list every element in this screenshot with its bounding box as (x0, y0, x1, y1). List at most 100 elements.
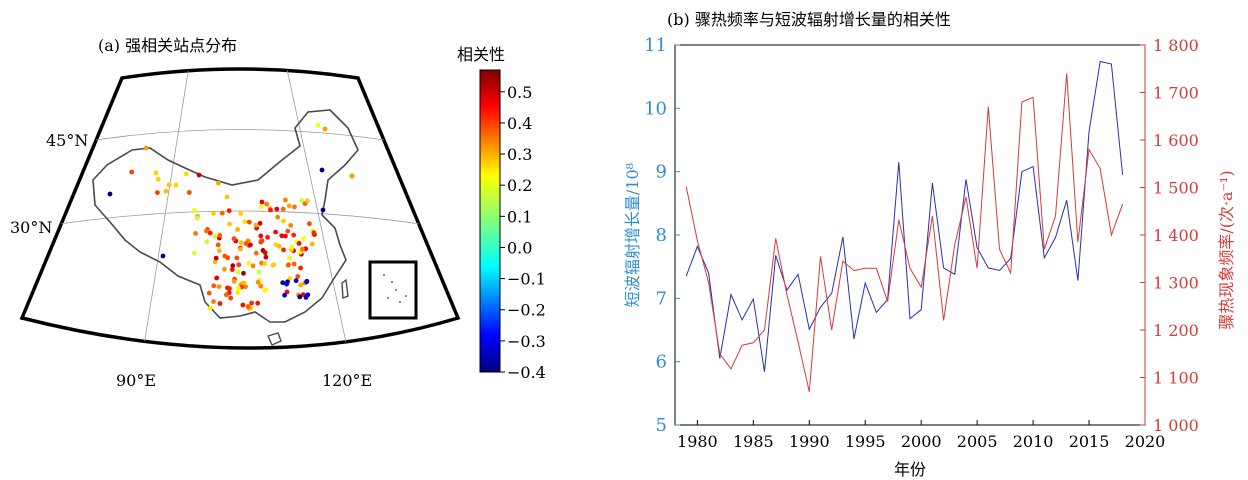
right-y-tick-label: 1 700 (1153, 84, 1199, 103)
x-tick-label: 2020 (1125, 432, 1166, 451)
station-dot (211, 283, 217, 289)
station-dot (246, 219, 252, 225)
colorbar-tick-label: 0.4 (507, 114, 532, 133)
station-dot (243, 284, 249, 290)
station-dot (227, 221, 232, 227)
station-dot (231, 236, 237, 242)
station-dot (217, 232, 223, 238)
station-dot (273, 242, 279, 248)
station-dot (228, 295, 234, 301)
station-dot (299, 197, 305, 203)
station-dot (253, 250, 259, 256)
left-y-axis-label: 短波辐射增长量/10⁸ (623, 163, 642, 307)
station-dot (238, 240, 244, 246)
station-dot (263, 287, 269, 292)
x-tick-label: 1985 (733, 432, 774, 451)
colorbar-tick-label: −0.3 (507, 332, 546, 351)
hainan-outline (267, 332, 282, 346)
station-dot (250, 263, 256, 269)
station-dot (284, 289, 290, 295)
heat-frequency-line (685, 73, 1124, 392)
colorbar-tick-label: −0.2 (507, 301, 546, 320)
inset-islands (383, 274, 407, 303)
station-dot (236, 285, 241, 291)
x-tick-label: 2015 (1069, 432, 1110, 451)
station-dot (215, 242, 221, 248)
station-dot (206, 290, 212, 296)
graticule (39, 69, 441, 348)
station-dot (107, 191, 113, 197)
station-dot (309, 241, 315, 247)
station-dot (286, 203, 292, 209)
left-y-tick-label: 5 (656, 415, 667, 436)
station-dot (298, 265, 303, 271)
station-dot (243, 241, 249, 246)
station-dot (235, 290, 241, 295)
station-dot (216, 180, 221, 186)
station-dot (204, 239, 210, 245)
colorbar-tick-label: 0.1 (507, 207, 532, 226)
station-dot (283, 197, 288, 203)
station-dot (242, 219, 248, 225)
station-dot (262, 250, 268, 256)
lon-label-120e: 120°E (322, 371, 372, 390)
station-dot (296, 241, 302, 246)
station-dot (307, 221, 312, 227)
station-points (107, 122, 355, 311)
station-dot (238, 211, 244, 217)
plot-area (674, 44, 1146, 426)
station-dot (230, 267, 235, 272)
x-axis: 1980 1985 1990 1995 2000 2005 2010 2015 2020 (677, 420, 1165, 451)
lat-label-30n: 30°N (10, 218, 52, 237)
station-dot (204, 228, 209, 234)
colorbar-tick-label: 0.2 (507, 176, 532, 195)
station-dot (207, 305, 213, 311)
station-dot (222, 266, 227, 272)
station-dot (129, 169, 135, 175)
station-dot (214, 275, 220, 281)
station-dot (275, 214, 281, 220)
colorbar (479, 69, 501, 373)
station-dot (262, 261, 268, 267)
station-dot (216, 248, 222, 254)
station-dot (236, 262, 242, 268)
station-dot (258, 283, 264, 289)
right-y-tick-label: 1 600 (1153, 131, 1199, 150)
station-dot (248, 242, 253, 248)
left-y-tick-label: 7 (656, 288, 667, 309)
right-y-tick-label: 1 100 (1153, 369, 1199, 388)
lat-label-45n: 45°N (46, 131, 88, 150)
station-dot (297, 294, 303, 300)
station-dot (287, 255, 292, 261)
station-dot (284, 281, 289, 287)
colorbar-tick-label: 0.5 (507, 83, 532, 102)
station-dot (259, 238, 264, 244)
station-dot (143, 145, 149, 151)
station-dot (163, 188, 169, 194)
station-dot (256, 269, 262, 275)
south-china-sea-inset (368, 260, 418, 320)
station-dot (255, 300, 261, 306)
station-dot (300, 246, 305, 252)
station-dot (315, 122, 321, 128)
station-dot (319, 167, 325, 173)
station-dot (265, 234, 270, 240)
right-y-tick-label: 1 800 (1153, 36, 1199, 55)
station-dot (280, 206, 286, 212)
line-chart-panel: (b) 骤热频率与短波辐射增长量的相关性 1980 1985 1990 1995 200… (623, 10, 1236, 479)
station-dot (235, 269, 241, 275)
station-dot (255, 279, 261, 285)
station-dot (238, 246, 243, 252)
x-tick-label: 1995 (845, 432, 886, 451)
station-dot (273, 229, 278, 235)
station-dot (173, 182, 179, 188)
right-y-axis: 1 000 1 100 1 200 1 300 1 400 1 500 1 600 1 700… (1140, 36, 1199, 435)
station-dot (235, 227, 241, 232)
station-dot (281, 247, 286, 253)
left-y-tick-label: 11 (644, 35, 667, 56)
station-dot (268, 207, 273, 213)
station-dot (292, 204, 297, 210)
colorbar-tick-label: 0.3 (507, 145, 532, 164)
station-dot (285, 228, 291, 234)
